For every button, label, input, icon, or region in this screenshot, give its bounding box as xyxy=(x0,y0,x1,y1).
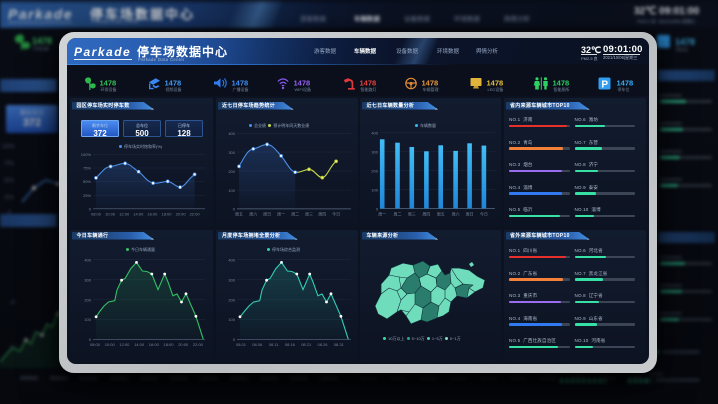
svg-text:1478: 1478 xyxy=(232,79,249,88)
svg-text:16:00: 16:00 xyxy=(149,342,160,347)
svg-text:200: 200 xyxy=(84,297,91,302)
svg-text:车辆管理: 车辆管理 xyxy=(423,86,439,92)
svg-text:08.31: 08.31 xyxy=(334,342,345,347)
svg-text:环保设备: 环保设备 xyxy=(101,86,117,92)
svg-text:视频设备: 视频设备 xyxy=(166,86,182,92)
svg-text:0: 0 xyxy=(89,337,92,342)
svg-text:100: 100 xyxy=(371,187,378,192)
svg-text:400: 400 xyxy=(228,258,235,263)
svg-text:75%: 75% xyxy=(83,166,91,171)
svg-text:1478: 1478 xyxy=(553,79,570,88)
svg-text:0: 0 xyxy=(89,206,92,211)
svg-text:08.11: 08.11 xyxy=(269,342,279,347)
svg-text:100%: 100% xyxy=(81,152,92,157)
svg-text:周二: 周二 xyxy=(394,211,402,217)
svg-text:周日: 周日 xyxy=(263,211,271,217)
svg-text:400: 400 xyxy=(228,131,235,136)
svg-text:25%: 25% xyxy=(83,193,91,198)
svg-text:周三: 周三 xyxy=(305,211,313,217)
svg-text:16:00: 16:00 xyxy=(147,212,158,217)
svg-text:0: 0 xyxy=(233,337,236,342)
svg-text:周六: 周六 xyxy=(249,211,257,217)
svg-text:WIFI设备: WIFI设备 xyxy=(295,86,311,92)
svg-text:100: 100 xyxy=(228,188,235,193)
svg-text:广播设备: 广播设备 xyxy=(233,86,249,92)
svg-text:周一: 周一 xyxy=(277,211,285,217)
svg-text:停车位: 停车位 xyxy=(618,86,630,92)
svg-text:周三: 周三 xyxy=(408,211,416,217)
svg-text:08.21: 08.21 xyxy=(301,342,312,347)
svg-text:1478: 1478 xyxy=(360,79,377,88)
svg-text:周五: 周五 xyxy=(235,211,243,217)
svg-text:400: 400 xyxy=(371,131,378,136)
svg-text:P: P xyxy=(601,79,608,90)
svg-text:周六: 周六 xyxy=(452,211,460,217)
svg-text:200: 200 xyxy=(228,297,235,302)
svg-text:18:00: 18:00 xyxy=(161,212,172,217)
svg-text:1478: 1478 xyxy=(165,79,182,88)
svg-text:周四: 周四 xyxy=(422,211,430,217)
svg-text:20:00: 20:00 xyxy=(178,342,189,347)
svg-text:400: 400 xyxy=(84,258,91,263)
svg-text:300: 300 xyxy=(84,277,91,282)
svg-text:300: 300 xyxy=(228,277,235,282)
svg-text:20:00: 20:00 xyxy=(176,212,187,217)
svg-text:08.16: 08.16 xyxy=(285,342,296,347)
svg-text:100: 100 xyxy=(228,317,235,322)
svg-text:12:00: 12:00 xyxy=(119,342,130,347)
svg-text:100: 100 xyxy=(84,317,91,322)
svg-text:1478: 1478 xyxy=(294,79,311,88)
svg-text:今日: 今日 xyxy=(480,211,488,217)
svg-text:10:00: 10:00 xyxy=(105,342,116,347)
svg-text:300: 300 xyxy=(228,150,235,155)
svg-text:今日: 今日 xyxy=(332,211,340,217)
svg-text:200: 200 xyxy=(371,168,378,173)
svg-text:周一: 周一 xyxy=(378,211,386,217)
svg-text:200: 200 xyxy=(228,169,235,174)
svg-text:08.01: 08.01 xyxy=(236,342,247,347)
svg-text:12:00: 12:00 xyxy=(119,212,130,217)
svg-text:14:00: 14:00 xyxy=(133,212,144,217)
svg-text:08:00: 08:00 xyxy=(90,342,101,347)
svg-text:14:00: 14:00 xyxy=(134,342,145,347)
svg-text:08.06: 08.06 xyxy=(252,342,263,347)
svg-text:50%: 50% xyxy=(83,179,91,184)
svg-text:周五: 周五 xyxy=(437,211,445,217)
svg-text:10:00: 10:00 xyxy=(105,212,116,217)
svg-text:0: 0 xyxy=(376,206,379,211)
svg-text:18:00: 18:00 xyxy=(163,342,174,347)
svg-text:0: 0 xyxy=(233,207,236,212)
svg-text:08.26: 08.26 xyxy=(317,342,328,347)
svg-text:周日: 周日 xyxy=(466,211,474,217)
svg-text:1478: 1478 xyxy=(100,79,117,88)
svg-text:1478: 1478 xyxy=(487,79,504,88)
svg-text:22:00: 22:00 xyxy=(190,212,201,217)
svg-text:1478: 1478 xyxy=(617,79,634,88)
svg-text:LED设备: LED设备 xyxy=(488,86,504,92)
svg-text:22:00: 22:00 xyxy=(193,342,204,347)
svg-text:智能路灯: 智能路灯 xyxy=(361,86,377,92)
svg-text:300: 300 xyxy=(371,149,378,154)
svg-text:智能厕所: 智能厕所 xyxy=(554,86,570,92)
svg-text:周四: 周四 xyxy=(318,211,326,217)
svg-text:周二: 周二 xyxy=(291,211,299,217)
svg-text:08:00: 08:00 xyxy=(91,212,102,217)
svg-text:1478: 1478 xyxy=(422,79,439,88)
